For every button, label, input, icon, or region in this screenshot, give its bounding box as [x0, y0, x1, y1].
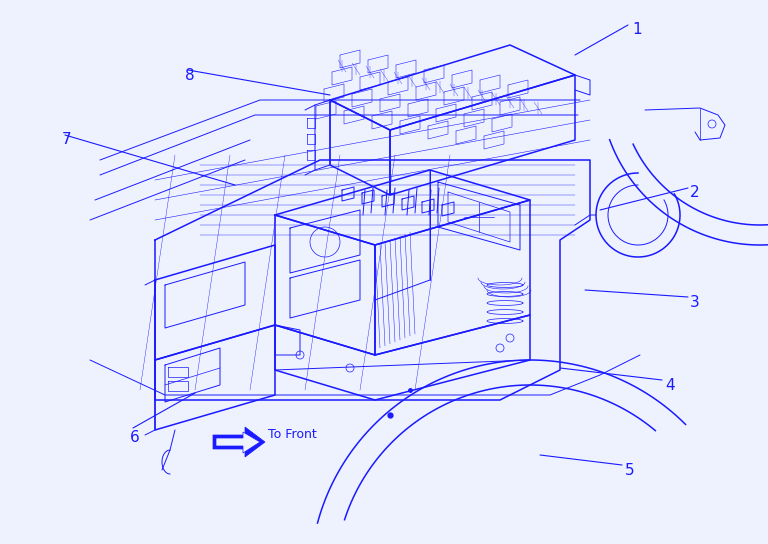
Text: 8: 8: [185, 68, 194, 83]
Text: 1: 1: [632, 22, 641, 37]
Text: 4: 4: [665, 378, 674, 393]
Text: 3: 3: [690, 295, 700, 310]
Text: To Front: To Front: [268, 429, 316, 442]
Text: 5: 5: [625, 463, 634, 478]
Text: 2: 2: [690, 185, 700, 200]
Text: 7: 7: [62, 132, 71, 147]
Polygon shape: [213, 427, 265, 457]
Polygon shape: [216, 432, 260, 453]
Text: 6: 6: [130, 430, 140, 445]
